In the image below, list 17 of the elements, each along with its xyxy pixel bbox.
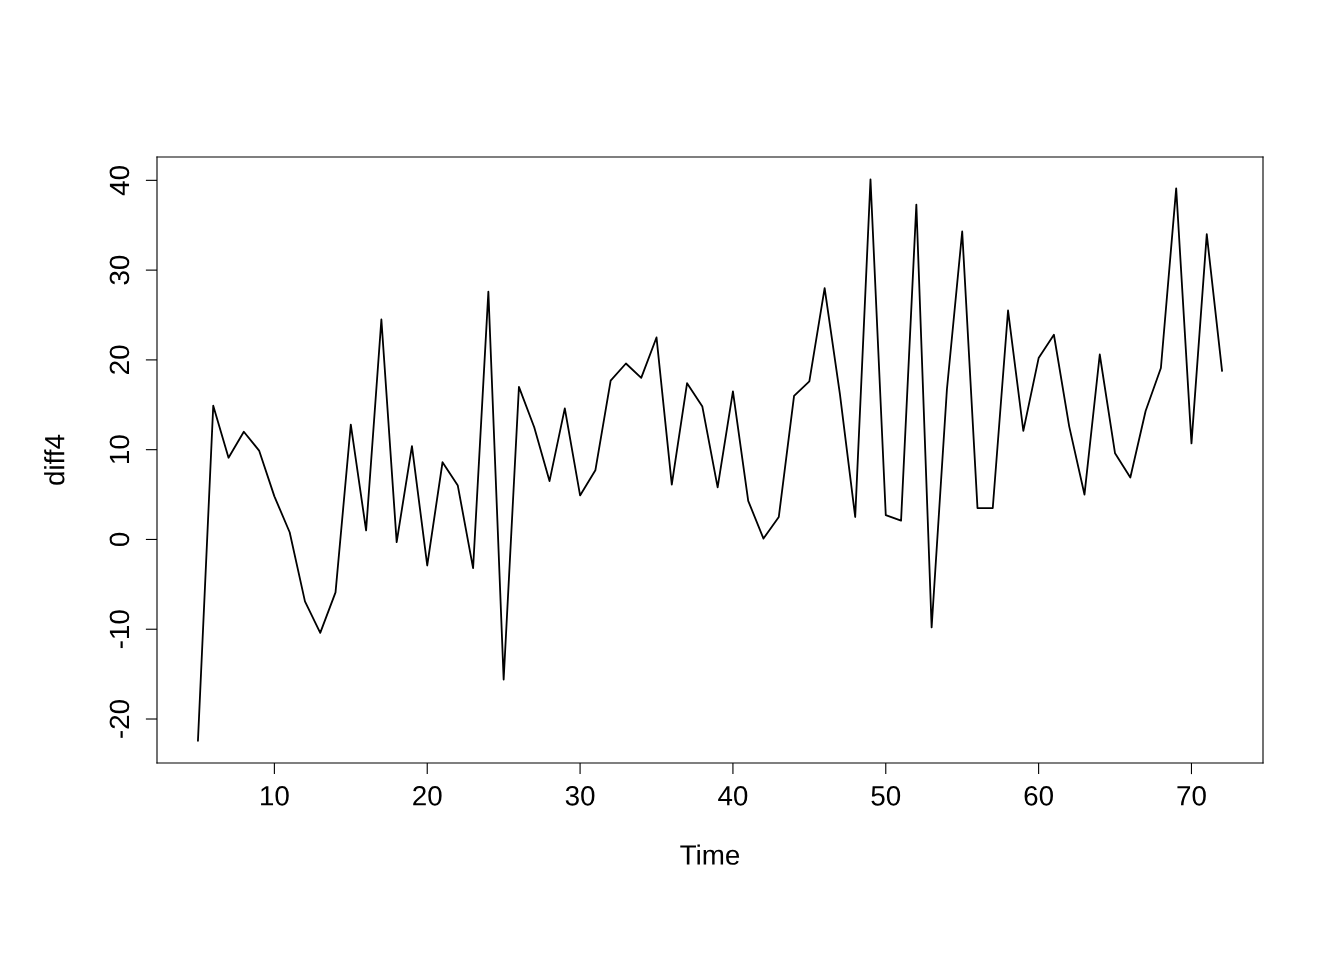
x-tick-label: 20 bbox=[413, 785, 442, 806]
x-tick-label: 10 bbox=[261, 785, 289, 806]
y-tick-label: 30 bbox=[109, 255, 130, 285]
y-tick-label: -10 bbox=[109, 610, 130, 649]
x-tick-label: 40 bbox=[718, 785, 748, 806]
x-axis-title: Time bbox=[680, 844, 740, 865]
y-tick-label: 40 bbox=[109, 165, 130, 196]
line-series bbox=[197, 178, 1223, 742]
x-tick-label: 50 bbox=[871, 785, 901, 806]
x-tick-label: 60 bbox=[1024, 785, 1053, 806]
y-tick-label: 0 bbox=[109, 532, 130, 547]
y-tick-label: -20 bbox=[109, 700, 130, 738]
y-tick-label: 10 bbox=[109, 435, 130, 463]
x-tick-label: 70 bbox=[1177, 785, 1206, 806]
y-tick-label: 20 bbox=[109, 345, 130, 374]
x-tick-label: 30 bbox=[565, 785, 595, 806]
y-axis-title: diff4 bbox=[44, 434, 65, 485]
